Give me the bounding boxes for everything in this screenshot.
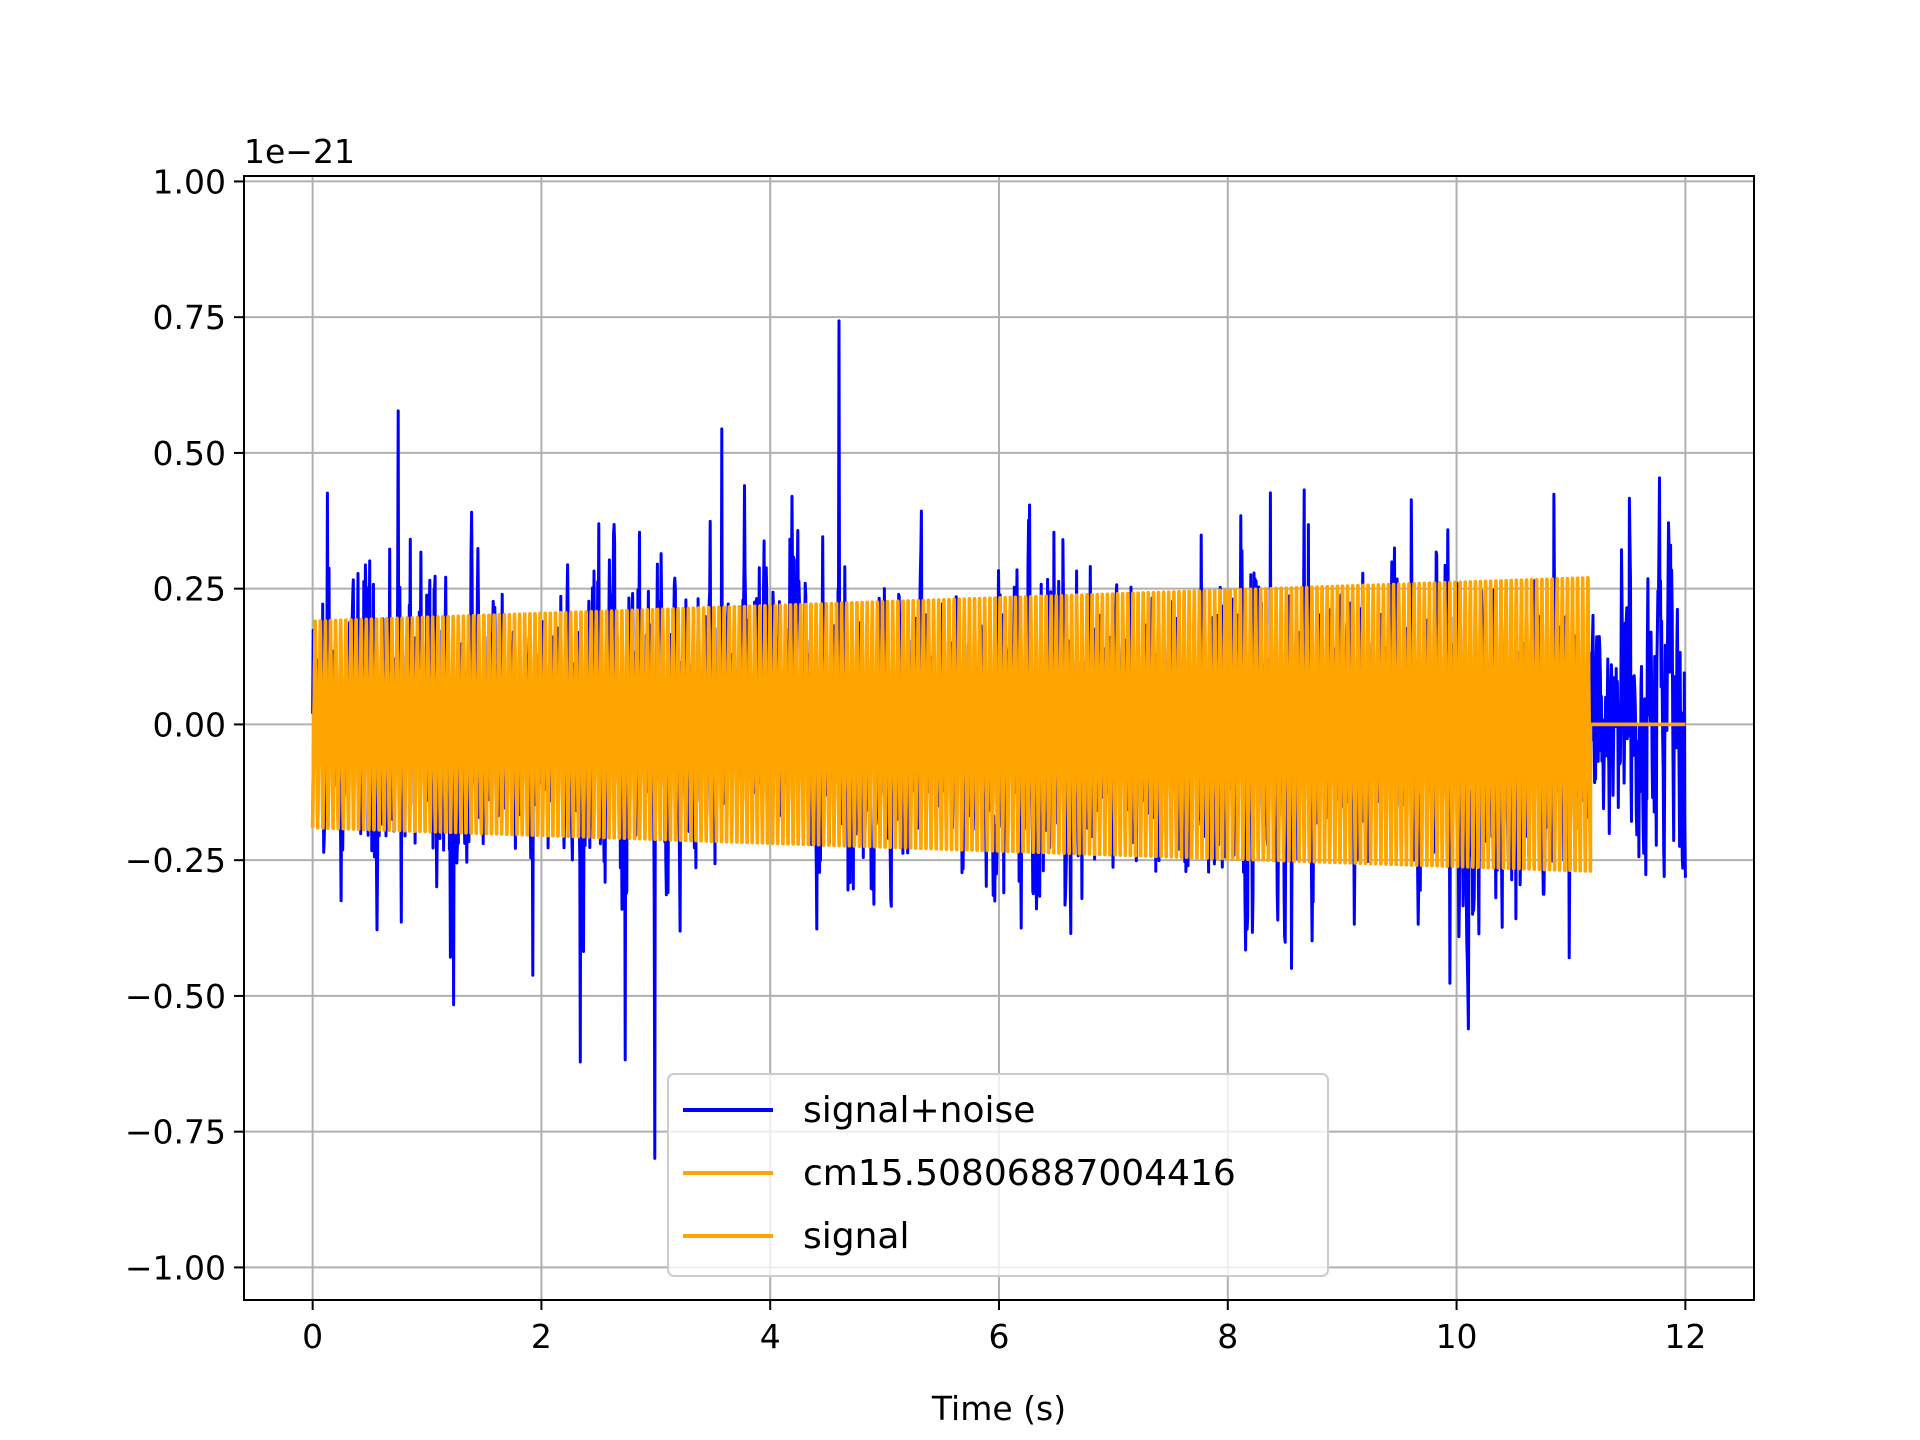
x-tick-label: 4 xyxy=(760,1317,781,1356)
y-tick-label: 0.25 xyxy=(153,570,226,609)
legend-box xyxy=(667,1073,1329,1277)
x-tick-label: 8 xyxy=(1217,1317,1238,1356)
legend-label-signal-noise: signal+noise xyxy=(803,1090,1035,1131)
x-axis: 0 2 4 6 8 10 12 xyxy=(302,1300,1706,1356)
legend-label-signal: signal xyxy=(803,1216,910,1257)
y-offset-label: 1e−21 xyxy=(244,132,355,171)
x-tick-label: 2 xyxy=(531,1317,552,1356)
x-tick-label: 6 xyxy=(989,1317,1010,1356)
series-signal xyxy=(310,576,1686,873)
y-tick-label: −1.00 xyxy=(125,1248,226,1287)
x-axis-label: Time (s) xyxy=(931,1389,1066,1428)
y-tick-label: 0.75 xyxy=(153,298,226,337)
legend: signal+noise cm15.50806887004416 signal xyxy=(667,1073,1329,1277)
y-tick-label: −0.50 xyxy=(125,977,226,1016)
y-tick-label: −0.75 xyxy=(125,1113,226,1152)
x-tick-label: 12 xyxy=(1664,1317,1706,1356)
legend-label-cm: cm15.50806887004416 xyxy=(803,1153,1236,1194)
y-tick-label: −0.25 xyxy=(125,841,226,880)
x-tick-label: 10 xyxy=(1436,1317,1478,1356)
series-layer xyxy=(310,319,1687,1160)
y-axis: −1.00 −0.75 −0.50 −0.25 0.00 0.25 0.50 0.75 1.00 xyxy=(125,162,244,1287)
y-tick-label: 0.50 xyxy=(153,434,226,473)
x-tick-label: 0 xyxy=(302,1317,323,1356)
y-tick-label: 0.00 xyxy=(153,705,226,744)
y-tick-label: 1.00 xyxy=(153,162,226,201)
